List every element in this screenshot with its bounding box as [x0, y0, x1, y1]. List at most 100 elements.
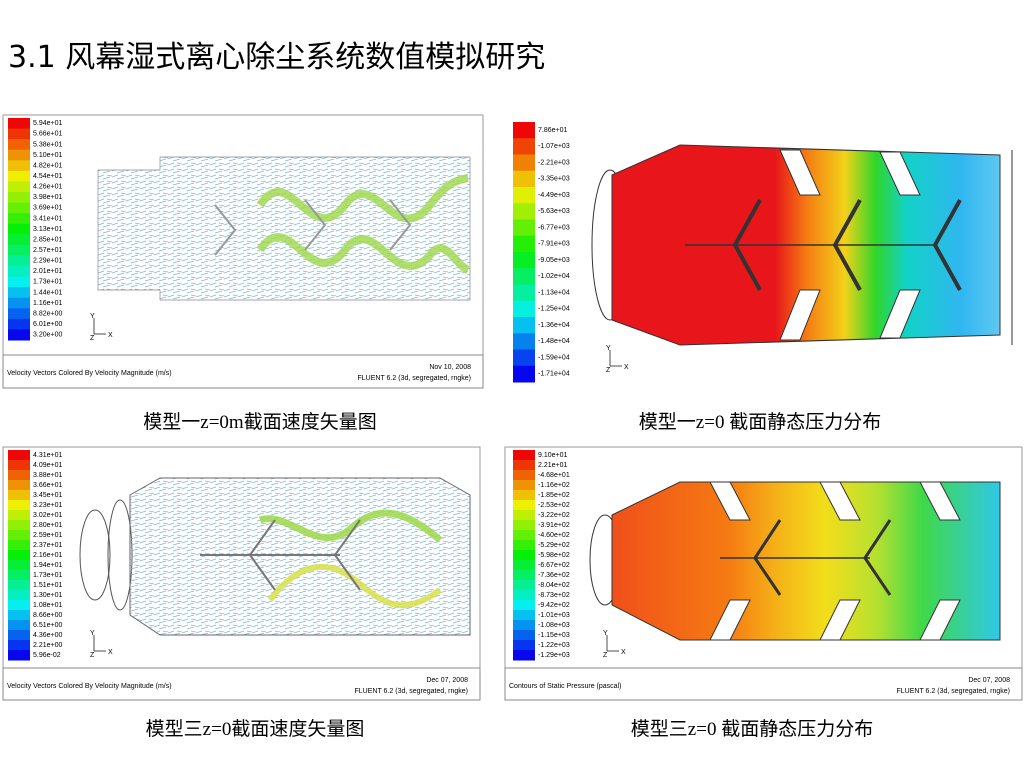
- axis-label: X: [624, 364, 629, 371]
- legend-label: -1.71e+04: [538, 371, 570, 378]
- legend-label: 2.16e+01: [33, 552, 62, 559]
- legend-swatch: [8, 139, 30, 151]
- legend-swatch: [513, 349, 535, 367]
- legend-swatch: [8, 450, 30, 461]
- legend-label: 2.80e+01: [33, 522, 62, 529]
- legend-swatch: [513, 640, 535, 651]
- legend-label: -1.02e+04: [538, 273, 570, 280]
- legend-swatch: [513, 300, 535, 318]
- legend-label: -7.36e+02: [538, 572, 570, 579]
- legend-swatch: [8, 202, 30, 214]
- legend-label: 5.96e-02: [33, 652, 61, 659]
- legend-label: -3.91e+02: [538, 522, 570, 529]
- legend-swatch: [513, 170, 535, 188]
- legend-swatch: [8, 490, 30, 501]
- legend-label: 3.66e+01: [33, 482, 62, 489]
- legend-swatch: [8, 640, 30, 651]
- legend-label: 8.66e+00: [33, 612, 62, 619]
- legend-label: 5.38e+01: [33, 141, 62, 148]
- legend-label: -7.91e+03: [538, 241, 570, 248]
- legend-label: 2.37e+01: [33, 542, 62, 549]
- axis-label: Z: [90, 652, 95, 659]
- footer-box: [2, 667, 481, 701]
- legend-swatch: [8, 580, 30, 591]
- legend-label: 5.66e+01: [33, 131, 62, 138]
- legend-swatch: [8, 181, 30, 193]
- legend-label: -5.63e+03: [538, 208, 570, 215]
- legend-swatch: [8, 329, 30, 341]
- axis-label: Y: [606, 345, 611, 352]
- footer-date: Nov 10, 2008: [429, 364, 471, 371]
- legend-label: 5.94e+01: [33, 120, 62, 127]
- legend-swatch: [8, 266, 30, 278]
- legend-swatch: [513, 540, 535, 551]
- legend-swatch: [8, 610, 30, 621]
- footer-solver: FLUENT 6.2 (3d, segregated, rngke): [897, 688, 1010, 695]
- footer-box: [2, 354, 484, 389]
- legend-label: 1.08e+01: [33, 602, 62, 609]
- legend-label: 3.41e+01: [33, 215, 62, 222]
- legend-label: 5.10e+01: [33, 152, 62, 159]
- legend-swatch: [8, 308, 30, 320]
- legend-label: -1.22e+03: [538, 642, 570, 649]
- pressure-field: [591, 144, 1013, 346]
- legend-label: -5.29e+02: [538, 542, 570, 549]
- legend-swatch: [513, 500, 535, 511]
- legend-swatch: [8, 287, 30, 299]
- legend-swatch: [8, 650, 30, 661]
- legend-label: 1.51e+01: [33, 582, 62, 589]
- legend-swatch: [8, 255, 30, 267]
- legend-label: 1.73e+01: [33, 279, 62, 286]
- legend-label: -6.77e+03: [538, 224, 570, 231]
- legend-label: -1.01e+03: [538, 612, 570, 619]
- legend-swatch: [513, 365, 535, 383]
- legend-label: -3.35e+03: [538, 176, 570, 183]
- caption: 模型三z=0截面速度矢量图: [146, 718, 365, 740]
- legend-label: 3.23e+01: [33, 502, 62, 509]
- footer-date: Dec 07, 2008: [426, 677, 468, 684]
- legend-swatch: [8, 234, 30, 246]
- legend-label: 1.73e+01: [33, 572, 62, 579]
- legend-swatch: [8, 470, 30, 481]
- legend-label: 3.02e+01: [33, 512, 62, 519]
- legend-label: 6.51e+00: [33, 622, 62, 629]
- legend-swatch: [513, 187, 535, 204]
- legend-swatch: [8, 480, 30, 491]
- legend-label: -6.67e+02: [538, 562, 570, 569]
- legend-swatch: [8, 500, 30, 511]
- legend-label: 8.82e+00: [33, 310, 62, 317]
- legend-label: 4.82e+01: [33, 162, 62, 169]
- legend-label: -1.36e+04: [538, 322, 570, 329]
- legend-label: 9.10e+01: [538, 452, 567, 459]
- legend-label: -2.53e+02: [538, 502, 570, 509]
- legend-swatch: [8, 590, 30, 601]
- legend-swatch: [8, 297, 30, 309]
- footer-description: Velocity Vectors Colored By Velocity Mag…: [7, 683, 172, 690]
- legend-swatch: [8, 570, 30, 581]
- legend-swatch: [8, 630, 30, 641]
- legend-label: 1.44e+01: [33, 289, 62, 296]
- legend-label: 2.57e+01: [33, 247, 62, 254]
- legend-swatch: [8, 223, 30, 235]
- legend-label: -1.29e+03: [538, 652, 570, 659]
- legend-label: 7.86e+01: [538, 127, 567, 134]
- legend-swatch: [513, 450, 535, 461]
- caption: 模型三z=0 截面静态压力分布: [631, 718, 873, 740]
- legend-swatch: [513, 284, 535, 302]
- legend-label: 1.30e+01: [33, 592, 62, 599]
- velocity-field: [97, 156, 471, 301]
- legend-swatch: [513, 600, 535, 611]
- slide-title: 3.1 风幕湿式离心除尘系统数值模拟研究: [8, 40, 545, 75]
- legend-swatch: [513, 510, 535, 521]
- legend-label: -4.60e+02: [538, 532, 570, 539]
- legend-swatch: [513, 560, 535, 571]
- legend-label: 3.45e+01: [33, 492, 62, 499]
- legend-label: -1.07e+03: [538, 143, 570, 150]
- legend-swatch: [513, 570, 535, 581]
- legend-swatch: [8, 318, 30, 330]
- legend-label: 4.26e+01: [33, 184, 62, 191]
- axis-label: Z: [603, 652, 608, 659]
- legend-swatch: [8, 160, 30, 172]
- legend-label: 2.01e+01: [33, 268, 62, 275]
- legend-swatch: [513, 650, 535, 661]
